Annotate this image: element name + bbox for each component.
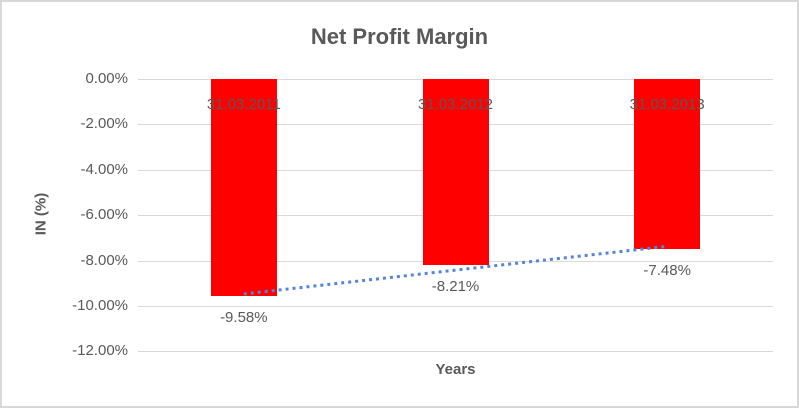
gridline — [138, 351, 773, 353]
bar-31.03.2013 — [634, 79, 701, 249]
y-tick-label: 0.00% — [85, 70, 128, 87]
category-label: 31.03.2012 — [417, 96, 494, 113]
y-tick-label: -8.00% — [80, 251, 128, 269]
y-tick-label: -12.00% — [72, 342, 128, 360]
bar-31.03.2012 — [422, 79, 489, 266]
x-axis-title: Years — [435, 361, 476, 378]
y-tick-label: -4.00% — [80, 160, 128, 178]
value-label: -8.21% — [431, 278, 480, 296]
y-tick-label: -10.00% — [72, 297, 128, 314]
y-tick-label: -2.00% — [80, 115, 128, 133]
gridline — [138, 306, 773, 307]
chart-title: Net Profit Margin — [310, 24, 489, 49]
value-label: -9.58% — [220, 309, 268, 327]
y-tick-label: -6.00% — [80, 206, 128, 224]
category-label: 31.03.2013 — [629, 96, 705, 113]
value-label: -7.48% — [643, 261, 691, 279]
category-label: 31.03.2011 — [206, 96, 281, 113]
